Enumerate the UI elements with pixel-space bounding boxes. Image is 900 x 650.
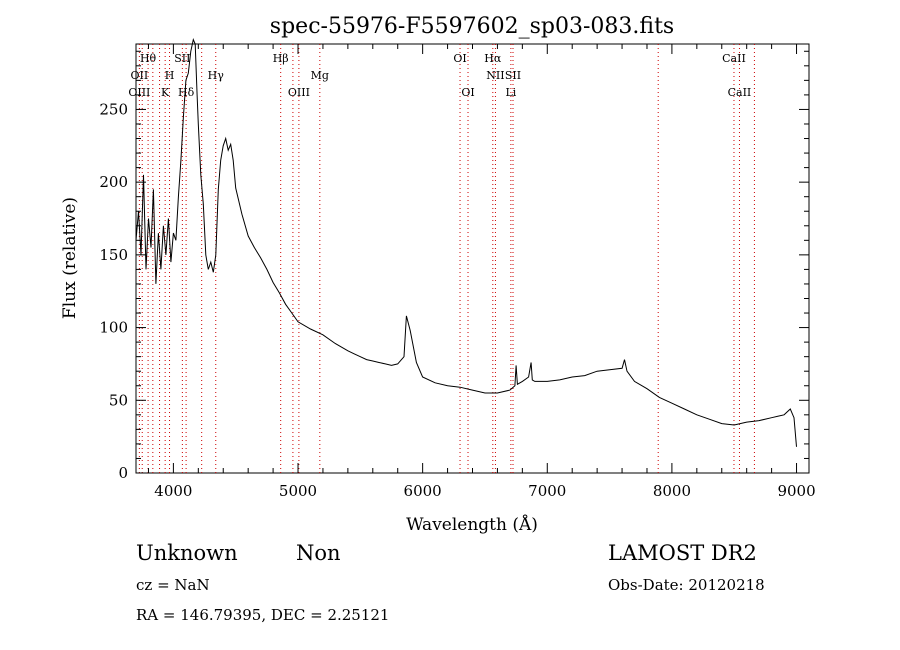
y-tick-label: 150 xyxy=(99,246,128,264)
axis-tick-labels: 4000 5000 6000 7000 8000 9000 0 50 100 150 200 250 xyxy=(99,100,815,500)
line-label: SII xyxy=(505,69,521,82)
spectral-line-markers xyxy=(138,44,755,473)
x-tick-label: 8000 xyxy=(653,482,691,500)
line-label: NII xyxy=(486,69,504,82)
line-label: SII xyxy=(174,52,190,65)
y-tick-label: 50 xyxy=(109,391,128,409)
line-label: Hα xyxy=(484,52,502,65)
survey-name: LAMOST DR2 xyxy=(608,541,757,565)
y-tick-label: 100 xyxy=(99,319,128,337)
redshift-cz: cz = NaN xyxy=(136,576,210,594)
line-label: Mg xyxy=(311,69,329,82)
line-label: CaII xyxy=(722,52,746,65)
line-label: OII xyxy=(131,69,149,82)
line-label: OIII xyxy=(128,86,150,99)
x-tick-label: 7000 xyxy=(528,482,566,500)
x-tick-label: 4000 xyxy=(154,482,192,500)
line-label: Li xyxy=(505,86,516,99)
line-label: OI xyxy=(461,86,474,99)
line-label: Hβ xyxy=(273,52,289,65)
x-tick-label: 9000 xyxy=(777,482,815,500)
line-label: OIII xyxy=(288,86,310,99)
line-label: Hθ xyxy=(140,52,157,65)
y-axis-label: Flux (relative) xyxy=(60,197,80,319)
line-label: OI xyxy=(453,52,466,65)
line-label: Hδ xyxy=(178,86,195,99)
x-axis-label: Wavelength (Å) xyxy=(406,514,538,535)
axis-ticks xyxy=(136,44,809,474)
coordinates: RA = 146.79395, DEC = 2.25121 xyxy=(136,606,389,624)
spectral-subclass: Non xyxy=(296,541,341,565)
spectrum-line xyxy=(135,37,797,447)
plot-frame xyxy=(135,43,810,474)
y-tick-label: 200 xyxy=(99,173,128,191)
line-label: Hγ xyxy=(208,69,225,82)
y-tick-label: 250 xyxy=(99,100,128,118)
line-label: CaII xyxy=(728,86,752,99)
line-label: K xyxy=(161,86,170,99)
chart-title: spec-55976-F5597602_sp03-083.fits xyxy=(270,14,674,39)
x-tick-label: 5000 xyxy=(279,482,317,500)
spectral-class: Unknown xyxy=(136,541,238,565)
y-tick-label: 0 xyxy=(118,464,128,482)
obs-date: Obs-Date: 20120218 xyxy=(608,576,765,594)
x-tick-label: 6000 xyxy=(404,482,442,500)
line-label: H xyxy=(165,69,175,82)
